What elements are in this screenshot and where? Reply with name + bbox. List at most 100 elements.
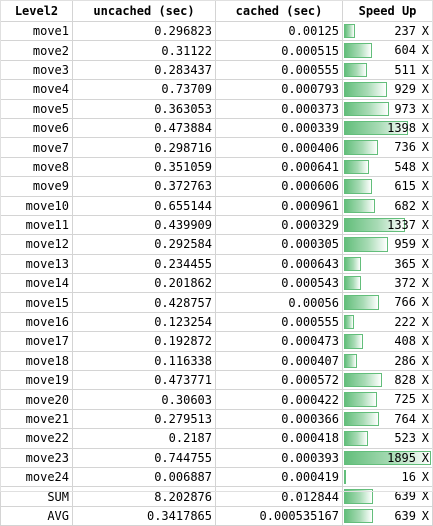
uncached-time-cell[interactable]: 0.283437 — [72, 59, 216, 81]
cached-time-cell[interactable]: 0.000535167 — [215, 505, 343, 526]
uncached-time-cell[interactable]: 0.30603 — [72, 389, 216, 410]
cached-time-cell[interactable]: 0.000419 — [215, 466, 343, 488]
cached-time-cell[interactable]: 0.012844 — [215, 486, 343, 507]
level-name-cell[interactable]: SUM — [0, 486, 73, 507]
level-name-cell[interactable]: move19 — [0, 370, 73, 391]
level-name-cell[interactable]: move9 — [0, 176, 73, 197]
level-name-cell[interactable]: move4 — [0, 79, 73, 100]
speedup-cell[interactable]: 237 X — [342, 20, 433, 42]
cached-time-cell[interactable]: 0.000473 — [215, 331, 343, 352]
cached-time-cell[interactable]: 0.000515 — [215, 40, 343, 61]
uncached-time-cell[interactable]: 0.116338 — [72, 350, 216, 372]
level-name-cell[interactable]: move6 — [0, 117, 73, 139]
cached-time-cell[interactable]: 0.000329 — [215, 214, 343, 236]
uncached-time-cell[interactable]: 0.655144 — [72, 195, 216, 216]
uncached-time-cell[interactable]: 0.292584 — [72, 234, 216, 255]
level-name-cell[interactable]: move10 — [0, 195, 73, 216]
cached-time-cell[interactable]: 0.000373 — [215, 98, 343, 119]
speedup-cell[interactable]: 639 X — [342, 486, 433, 507]
uncached-time-cell[interactable]: 0.73709 — [72, 79, 216, 100]
speedup-cell[interactable]: 16 X — [342, 466, 433, 488]
level-name-cell[interactable]: move16 — [0, 311, 73, 333]
speedup-cell[interactable]: 548 X — [342, 156, 433, 178]
level-name-cell[interactable]: move13 — [0, 253, 73, 275]
cached-time-cell[interactable]: 0.000366 — [215, 408, 343, 430]
speedup-cell[interactable]: 764 X — [342, 408, 433, 430]
header-cached-cell[interactable]: cached (sec) — [215, 0, 343, 22]
speedup-cell[interactable]: 682 X — [342, 195, 433, 216]
level-name-cell[interactable]: move7 — [0, 137, 73, 158]
level-name-cell[interactable]: move23 — [0, 447, 73, 468]
uncached-time-cell[interactable]: 0.372763 — [72, 176, 216, 197]
header-level2-cell[interactable]: Level2 — [0, 0, 73, 22]
speedup-cell[interactable]: 222 X — [342, 311, 433, 333]
speedup-cell[interactable]: 828 X — [342, 370, 433, 391]
level-name-cell[interactable]: move20 — [0, 389, 73, 410]
level-name-cell[interactable]: move2 — [0, 40, 73, 61]
uncached-time-cell[interactable]: 0.192872 — [72, 331, 216, 352]
uncached-time-cell[interactable]: 0.31122 — [72, 40, 216, 61]
level-name-cell[interactable]: move1 — [0, 20, 73, 42]
speedup-cell[interactable]: 1337 X — [342, 214, 433, 236]
speedup-cell[interactable]: 615 X — [342, 176, 433, 197]
level-name-cell[interactable]: move18 — [0, 350, 73, 372]
speedup-cell[interactable]: 959 X — [342, 234, 433, 255]
uncached-time-cell[interactable]: 0.744755 — [72, 447, 216, 468]
cached-time-cell[interactable]: 0.000793 — [215, 79, 343, 100]
speedup-cell[interactable]: 973 X — [342, 98, 433, 119]
level-name-cell[interactable]: move5 — [0, 98, 73, 119]
cached-time-cell[interactable]: 0.000393 — [215, 447, 343, 468]
uncached-time-cell[interactable]: 0.3417865 — [72, 505, 216, 526]
speedup-cell[interactable]: 523 X — [342, 428, 433, 449]
header-speedup-cell[interactable]: Speed Up — [342, 0, 433, 22]
level-name-cell[interactable]: move24 — [0, 466, 73, 488]
cached-time-cell[interactable]: 0.000572 — [215, 370, 343, 391]
speedup-cell[interactable]: 766 X — [342, 292, 433, 313]
speedup-cell[interactable]: 365 X — [342, 253, 433, 275]
level-name-cell[interactable]: move17 — [0, 331, 73, 352]
speedup-cell[interactable]: 604 X — [342, 40, 433, 61]
uncached-time-cell[interactable]: 0.006887 — [72, 466, 216, 488]
speedup-cell[interactable]: 408 X — [342, 331, 433, 352]
cached-time-cell[interactable]: 0.000305 — [215, 234, 343, 255]
uncached-time-cell[interactable]: 0.439909 — [72, 214, 216, 236]
level-name-cell[interactable]: move12 — [0, 234, 73, 255]
cached-time-cell[interactable]: 0.00125 — [215, 20, 343, 42]
uncached-time-cell[interactable]: 0.234455 — [72, 253, 216, 275]
cached-time-cell[interactable]: 0.000339 — [215, 117, 343, 139]
level-name-cell[interactable]: move15 — [0, 292, 73, 313]
level-name-cell[interactable]: move3 — [0, 59, 73, 81]
uncached-time-cell[interactable]: 0.279513 — [72, 408, 216, 430]
speedup-cell[interactable]: 1398 X — [342, 117, 433, 139]
level-name-cell[interactable]: move22 — [0, 428, 73, 449]
uncached-time-cell[interactable]: 0.363053 — [72, 98, 216, 119]
speedup-cell[interactable]: 372 X — [342, 273, 433, 294]
uncached-time-cell[interactable]: 8.202876 — [72, 486, 216, 507]
cached-time-cell[interactable]: 0.000406 — [215, 137, 343, 158]
cached-time-cell[interactable]: 0.000643 — [215, 253, 343, 275]
speedup-cell[interactable]: 511 X — [342, 59, 433, 81]
level-name-cell[interactable]: move21 — [0, 408, 73, 430]
speedup-cell[interactable]: 639 X — [342, 505, 433, 526]
uncached-time-cell[interactable]: 0.201862 — [72, 273, 216, 294]
uncached-time-cell[interactable]: 0.351059 — [72, 156, 216, 178]
cached-time-cell[interactable]: 0.000555 — [215, 311, 343, 333]
cached-time-cell[interactable]: 0.000407 — [215, 350, 343, 372]
level-name-cell[interactable]: move11 — [0, 214, 73, 236]
uncached-time-cell[interactable]: 0.473884 — [72, 117, 216, 139]
header-uncached-cell[interactable]: uncached (sec) — [72, 0, 216, 22]
cached-time-cell[interactable]: 0.000422 — [215, 389, 343, 410]
level-name-cell[interactable]: move8 — [0, 156, 73, 178]
speedup-cell[interactable]: 725 X — [342, 389, 433, 410]
cached-time-cell[interactable]: 0.000606 — [215, 176, 343, 197]
cached-time-cell[interactable]: 0.000543 — [215, 273, 343, 294]
cached-time-cell[interactable]: 0.000555 — [215, 59, 343, 81]
cached-time-cell[interactable]: 0.000418 — [215, 428, 343, 449]
level-name-cell[interactable]: move14 — [0, 273, 73, 294]
speedup-cell[interactable]: 1895 X — [342, 447, 433, 468]
cached-time-cell[interactable]: 0.00056 — [215, 292, 343, 313]
uncached-time-cell[interactable]: 0.296823 — [72, 20, 216, 42]
cached-time-cell[interactable]: 0.000641 — [215, 156, 343, 178]
speedup-cell[interactable]: 929 X — [342, 79, 433, 100]
cached-time-cell[interactable]: 0.000961 — [215, 195, 343, 216]
